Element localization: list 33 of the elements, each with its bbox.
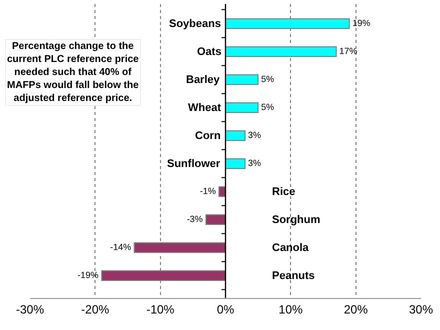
bar	[225, 158, 246, 169]
data-label: -19%	[78, 270, 99, 280]
bar	[205, 214, 226, 225]
y-tick-label: Peanuts	[272, 270, 315, 282]
x-tick-label: 0%	[216, 302, 234, 316]
x-tick-label: 10%	[278, 302, 303, 316]
data-label: -1%	[200, 186, 216, 196]
data-label: -3%	[186, 214, 203, 224]
data-label: -14%	[110, 242, 132, 252]
data-label: 19%	[352, 18, 370, 28]
bar	[225, 102, 259, 113]
data-label: 3%	[248, 158, 262, 168]
x-tick-label: 30%	[408, 302, 434, 316]
data-label: 5%	[261, 74, 274, 84]
y-tick-label: Canola	[272, 242, 310, 254]
y-tick-label: Barley	[186, 74, 221, 86]
bar	[225, 74, 259, 85]
y-tick-label: Soybeans	[169, 18, 221, 30]
y-tick-label: Wheat	[188, 102, 222, 114]
y-tick-label: Sunflower	[167, 158, 221, 170]
y-tick-label: Rice	[272, 186, 296, 198]
data-label: 5%	[261, 102, 274, 112]
annotation: Percentage change to the current PLC reference price needed such that 40% of MAFPs would fall below the adjusted reference price.	[7, 41, 140, 104]
x-tick-label: 20%	[344, 302, 368, 316]
data-label: 3%	[248, 130, 262, 140]
data-label: 17%	[339, 46, 358, 56]
bar	[225, 130, 246, 141]
x-tick-label: -30%	[16, 302, 44, 316]
y-tick-label: Oats	[197, 46, 222, 58]
y-tick-label: Corn	[195, 130, 221, 142]
x-tick-label: -20%	[81, 302, 110, 316]
x-tick-label: -10%	[146, 302, 175, 316]
y-tick-label: Sorghum	[272, 214, 320, 226]
